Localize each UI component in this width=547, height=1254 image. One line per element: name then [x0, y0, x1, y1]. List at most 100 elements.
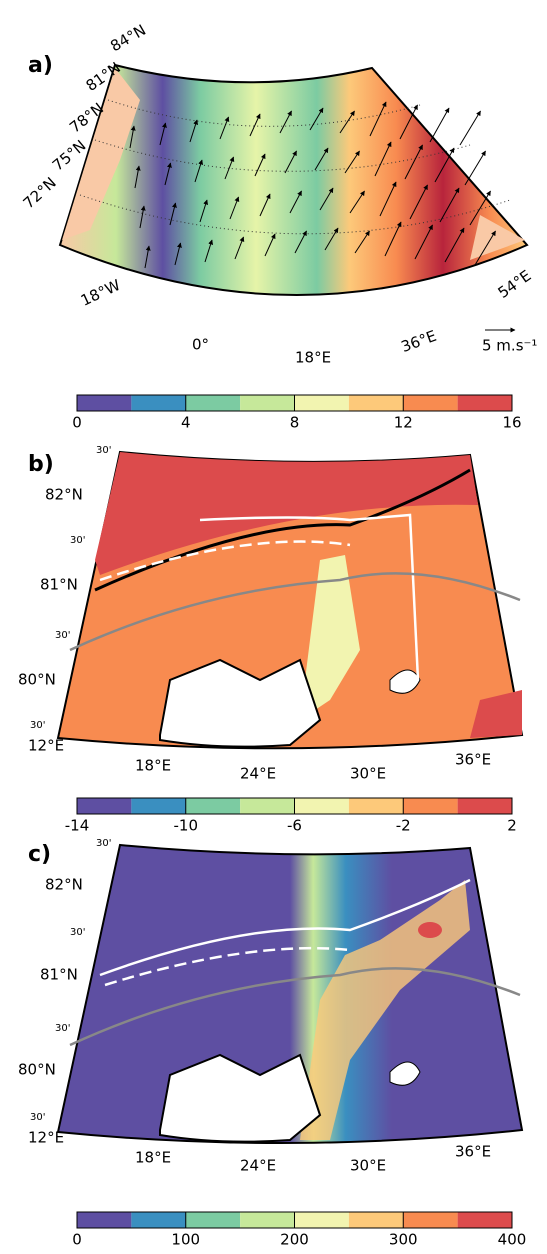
colorbar-swatch — [403, 1212, 458, 1228]
lon-label: 36°E — [455, 1143, 491, 1161]
wind-arrow — [444, 227, 465, 263]
wind-arrow — [439, 187, 460, 223]
colorbar-swatch — [131, 798, 186, 814]
wind-arrow — [194, 159, 204, 183]
minute-label: 30' — [96, 445, 111, 456]
wind-arrow — [259, 193, 271, 217]
wind-arrow — [414, 224, 433, 260]
lon-label: 18°E — [135, 757, 171, 775]
lon-label: 30°E — [350, 765, 386, 783]
colorbar-swatch — [240, 395, 295, 411]
lat-label: 84°N — [107, 21, 149, 55]
wind-arrow — [189, 119, 199, 143]
minute-label: 30' — [70, 927, 85, 938]
wind-arrow — [384, 221, 402, 257]
colorbar-swatch — [77, 798, 132, 814]
wind-arrows — [129, 101, 496, 269]
wind-arrow — [234, 236, 245, 260]
lat-label: 81°N — [40, 576, 78, 594]
colorbar-swatch — [457, 395, 512, 411]
wind-arrow — [459, 110, 481, 146]
colorbar-tick-label: 0 — [72, 414, 82, 432]
wind-arrow — [219, 116, 230, 140]
wind-arrow — [139, 205, 146, 229]
lat-label: 82°N — [45, 876, 83, 894]
wind-arrow — [144, 245, 151, 269]
land — [159, 1053, 322, 1143]
land — [159, 658, 322, 748]
colorbar-swatch — [185, 1212, 241, 1228]
lon-label: 0° — [192, 336, 209, 354]
wind-arrow — [224, 156, 235, 180]
lat-label: 72°N — [20, 174, 60, 213]
wind-arrow — [339, 110, 355, 134]
wind-arrow — [404, 144, 423, 180]
wind-arrow — [349, 190, 365, 214]
colorbar-tick-label: 400 — [498, 1231, 527, 1249]
colorbar-tick-label: 200 — [280, 1231, 309, 1249]
wind-arrow — [409, 184, 428, 220]
wind-arrow — [294, 230, 307, 254]
colorbar-tick-label: 0 — [72, 1231, 82, 1249]
wind-arrow — [469, 190, 491, 226]
contour — [99, 878, 471, 977]
wind-arrow — [254, 153, 266, 177]
wind-arrow — [379, 181, 397, 217]
scale-label: 5 m.s⁻¹ — [482, 337, 537, 355]
colorbar-swatch — [131, 1212, 186, 1228]
field-band — [300, 555, 360, 720]
wind-arrow — [369, 101, 387, 137]
lon-label: 36°E — [455, 751, 491, 769]
map-a — [58, 63, 529, 296]
graticule — [79, 99, 511, 235]
wind-arrow — [279, 110, 292, 134]
minute-label: 30' — [30, 1112, 45, 1123]
colorbar-swatch — [77, 395, 132, 411]
colorbar-swatch — [348, 1212, 404, 1228]
contour — [69, 572, 521, 652]
wind-arrow — [434, 147, 455, 183]
lon-label: 30°E — [350, 1157, 386, 1175]
lon-label: 12°E — [28, 737, 64, 755]
land — [470, 215, 525, 260]
panel-label: b) — [28, 452, 54, 477]
wind-arrow — [399, 104, 418, 140]
lon-label: 18°E — [135, 1149, 171, 1167]
colorbar-swatch — [185, 798, 241, 814]
lat-label: 81°N — [40, 966, 78, 984]
wind-arrow — [159, 122, 167, 146]
colorbar-swatch — [294, 798, 349, 814]
minute-label: 30' — [96, 838, 111, 849]
wind-arrow — [134, 165, 141, 189]
minute-label: 30' — [55, 1023, 70, 1034]
wind-arrow — [344, 150, 360, 174]
wind-arrow — [199, 199, 209, 223]
field-band — [300, 880, 470, 1140]
colorbar-tick-label: 100 — [171, 1231, 200, 1249]
contour — [69, 967, 521, 1047]
colorbar-tick-label: 12 — [394, 414, 413, 432]
wind-arrow — [249, 113, 261, 137]
wind-arrow — [174, 242, 182, 266]
colorbar-tick-label: -2 — [396, 817, 411, 835]
lat-label: 80°N — [18, 1061, 56, 1079]
wind-arrow — [319, 187, 334, 211]
panel-label: c) — [28, 842, 51, 867]
colorbar-swatch — [294, 1212, 349, 1228]
colorbar-tick-label: 2 — [507, 817, 517, 835]
colorbar-swatch — [403, 395, 458, 411]
wind-arrow — [164, 162, 172, 186]
colorbar-tick-label: 8 — [290, 414, 300, 432]
lon-label: 12°E — [28, 1129, 64, 1147]
colorbar-tick-label: -14 — [65, 817, 90, 835]
lon-label: 18°E — [295, 349, 331, 367]
colorbar-tick-label: 4 — [181, 414, 191, 432]
lon-label: 24°E — [240, 1157, 276, 1175]
field-peak — [418, 922, 442, 938]
lon-label: 18°W — [78, 276, 123, 310]
wind-arrow — [289, 190, 302, 214]
wind-arrow — [229, 196, 240, 220]
land — [62, 68, 140, 240]
wind-arrow — [429, 107, 450, 143]
